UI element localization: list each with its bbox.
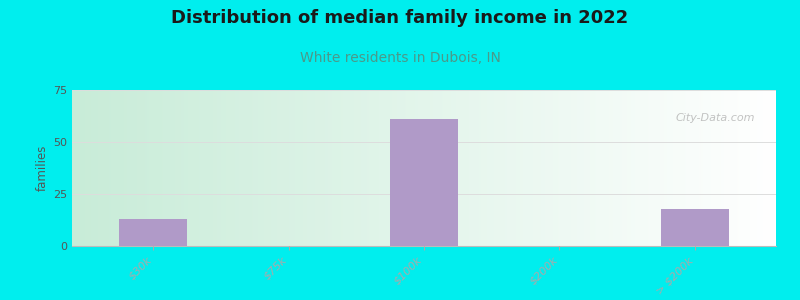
Bar xyxy=(390,119,458,246)
Bar xyxy=(119,219,187,246)
Text: Distribution of median family income in 2022: Distribution of median family income in … xyxy=(171,9,629,27)
Text: City-Data.com: City-Data.com xyxy=(675,113,755,123)
Y-axis label: families: families xyxy=(36,145,49,191)
Text: White residents in Dubois, IN: White residents in Dubois, IN xyxy=(299,51,501,65)
Bar xyxy=(661,208,729,246)
